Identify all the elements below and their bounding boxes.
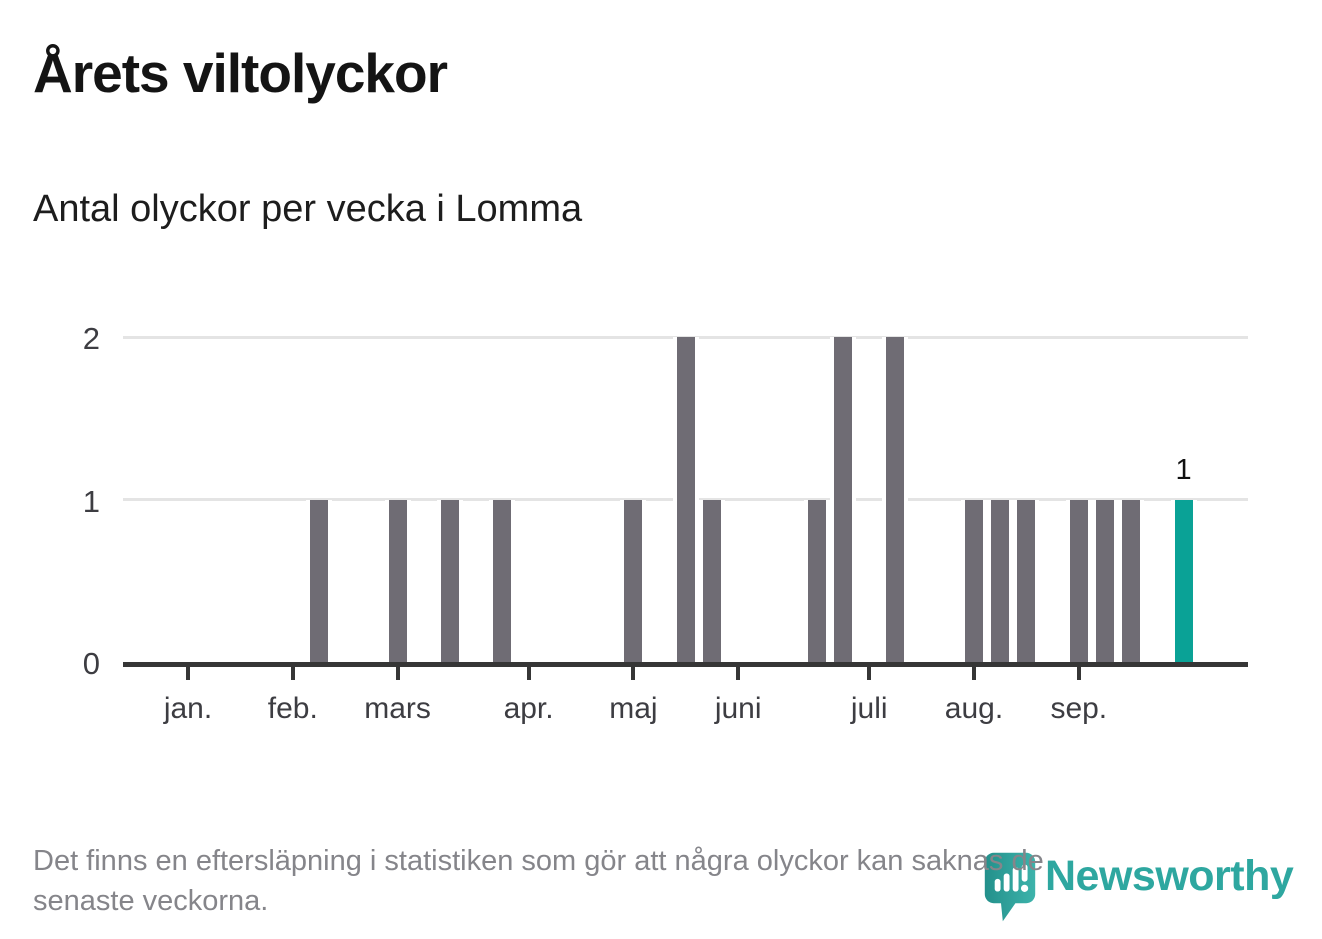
y-tick-label: 0 — [82, 646, 100, 681]
footnote-line2: senaste veckorna. — [33, 885, 269, 917]
chart-subtitle: Antal olyckor per vecka i Lomma — [33, 188, 583, 230]
x-tick-label-juli: juli — [850, 692, 888, 725]
bar — [624, 499, 643, 662]
x-tick — [186, 667, 190, 680]
x-tick-label-apr: apr. — [503, 692, 554, 725]
bar — [493, 499, 512, 662]
bar-value-label: 1 — [1175, 453, 1192, 486]
footnote-line1: Det finns en eftersläpning i statistiken… — [33, 845, 1044, 877]
x-axis-line — [123, 662, 1248, 667]
bar — [807, 499, 826, 662]
footnote: Det finns en eftersläpning i statistiken… — [33, 841, 1293, 921]
chart-title: Årets viltolyckor — [33, 42, 448, 104]
x-tick — [526, 667, 531, 680]
x-tick — [1076, 667, 1081, 680]
x-tick — [631, 667, 636, 680]
bar — [703, 499, 721, 662]
bar — [676, 337, 695, 662]
bar — [886, 337, 905, 662]
bar — [1017, 499, 1036, 662]
x-tick-label-maj: maj — [609, 692, 658, 725]
newsworthy-logo-text: Newsworthy — [1045, 852, 1294, 900]
newsworthy-logo: Newsworthy — [983, 845, 1298, 925]
bar — [388, 499, 407, 662]
x-tick — [736, 667, 741, 680]
x-tick-label-sep: sep. — [1050, 692, 1108, 725]
x-tick-label-juni: juni — [714, 692, 762, 725]
y-tick-label: 1 — [82, 483, 100, 519]
x-tick-label-feb: feb. — [267, 692, 318, 725]
bar-highlighted — [1174, 499, 1193, 662]
bar — [834, 337, 852, 662]
x-tick — [867, 667, 872, 680]
bar — [441, 499, 459, 662]
newsworthy-logo-icon — [984, 852, 1036, 922]
bar — [310, 499, 328, 662]
x-tick-label-mars: mars — [364, 692, 431, 725]
bar — [1069, 499, 1088, 662]
bar — [991, 499, 1010, 662]
x-tick-label-jan: jan. — [163, 692, 213, 725]
x-tick — [395, 667, 400, 680]
x-tick-label-aug: aug. — [944, 692, 1004, 725]
y-tick-label: 2 — [82, 321, 100, 356]
x-tick — [972, 667, 976, 680]
bar — [965, 499, 983, 662]
bar — [1096, 499, 1114, 662]
x-tick — [290, 667, 295, 680]
bar — [1122, 499, 1141, 662]
